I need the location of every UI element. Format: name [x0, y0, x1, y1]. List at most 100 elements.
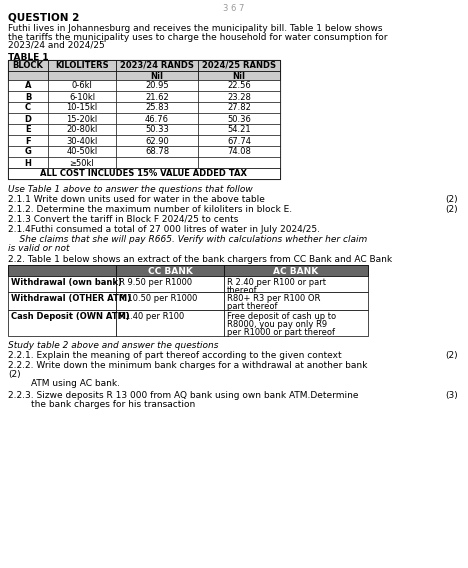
- Text: A: A: [25, 81, 31, 90]
- Bar: [8, 276, 116, 292]
- Bar: [116, 276, 224, 292]
- Text: (3): (3): [445, 391, 458, 400]
- Text: 2023/24 RANDS: 2023/24 RANDS: [120, 61, 194, 70]
- Text: is valid or not: is valid or not: [8, 244, 70, 253]
- Bar: [116, 80, 198, 91]
- Text: part thereof: part thereof: [227, 302, 278, 311]
- Text: 50.33: 50.33: [145, 126, 169, 135]
- Bar: [48, 91, 116, 102]
- Bar: [116, 292, 224, 310]
- Text: 20.95: 20.95: [145, 81, 169, 90]
- Bar: [116, 265, 224, 276]
- Text: R 2.40 per R100 or part: R 2.40 per R100 or part: [227, 278, 326, 287]
- Bar: [116, 91, 198, 102]
- Bar: [48, 124, 116, 135]
- Bar: [48, 113, 116, 124]
- Bar: [198, 60, 280, 71]
- Text: 22.56: 22.56: [227, 81, 251, 90]
- Bar: [8, 146, 48, 157]
- Bar: [198, 135, 280, 146]
- Text: R 10.50 per R1000: R 10.50 per R1000: [119, 294, 197, 303]
- Text: (2): (2): [446, 351, 458, 360]
- Bar: [116, 102, 198, 113]
- Bar: [198, 80, 280, 91]
- Bar: [198, 71, 280, 80]
- Text: Cash Deposit (OWN ATM): Cash Deposit (OWN ATM): [11, 312, 130, 321]
- Bar: [48, 102, 116, 113]
- Text: the bank charges for his transaction: the bank charges for his transaction: [8, 400, 195, 409]
- Text: 2.2. Table 1 below shows an extract of the bank chargers from CC Bank and AC Ban: 2.2. Table 1 below shows an extract of t…: [8, 255, 392, 264]
- Bar: [116, 71, 198, 80]
- Bar: [8, 80, 48, 91]
- Bar: [116, 146, 198, 157]
- Bar: [116, 60, 198, 71]
- Text: 2.2.2. Write down the minimum bank charges for a withdrawal at another bank: 2.2.2. Write down the minimum bank charg…: [8, 361, 367, 370]
- Text: R8000, you pay only R9: R8000, you pay only R9: [227, 320, 327, 329]
- Bar: [8, 157, 48, 168]
- Text: 2.1.3 Convert the tariff in Block F 2024/25 to cents: 2.1.3 Convert the tariff in Block F 2024…: [8, 215, 238, 224]
- Text: (2): (2): [446, 205, 458, 214]
- Text: 20-80kl: 20-80kl: [66, 126, 98, 135]
- Bar: [48, 60, 116, 71]
- Text: 23.28: 23.28: [227, 93, 251, 102]
- Text: CC BANK: CC BANK: [147, 266, 192, 275]
- Bar: [116, 124, 198, 135]
- Text: 40-50kl: 40-50kl: [66, 148, 98, 157]
- Bar: [8, 168, 280, 179]
- Bar: [116, 135, 198, 146]
- Bar: [198, 124, 280, 135]
- Text: G: G: [24, 148, 31, 157]
- Text: 2024/25 RANDS: 2024/25 RANDS: [202, 61, 276, 70]
- Bar: [8, 135, 48, 146]
- Text: 21.62: 21.62: [145, 93, 169, 102]
- Text: 6-10kl: 6-10kl: [69, 93, 95, 102]
- Bar: [116, 113, 198, 124]
- Text: R80+ R3 per R100 OR: R80+ R3 per R100 OR: [227, 294, 321, 303]
- Text: 2.1.4Futhi consumed a total of 27 000 litres of water in July 2024/25.: 2.1.4Futhi consumed a total of 27 000 li…: [8, 225, 320, 234]
- Text: thereof: thereof: [227, 286, 257, 295]
- Text: Nil: Nil: [233, 72, 246, 81]
- Bar: [8, 113, 48, 124]
- Text: D: D: [24, 115, 31, 123]
- Text: 67.74: 67.74: [227, 136, 251, 145]
- Text: 46.76: 46.76: [145, 115, 169, 123]
- Bar: [116, 310, 224, 336]
- Bar: [8, 265, 368, 276]
- Text: 50.36: 50.36: [227, 115, 251, 123]
- Text: ALL COST INCLUDES 15% VALUE ADDED TAX: ALL COST INCLUDES 15% VALUE ADDED TAX: [41, 169, 248, 178]
- Bar: [48, 157, 116, 168]
- Text: 27.82: 27.82: [227, 103, 251, 112]
- Bar: [224, 276, 368, 292]
- Text: R1.40 per R100: R1.40 per R100: [119, 312, 184, 321]
- Bar: [8, 310, 116, 336]
- Text: the tariffs the municipality uses to charge the household for water consumption : the tariffs the municipality uses to cha…: [8, 32, 388, 41]
- Text: QUESTION 2: QUESTION 2: [8, 13, 80, 23]
- Text: 54.21: 54.21: [227, 126, 251, 135]
- Text: 15-20kl: 15-20kl: [66, 115, 98, 123]
- Bar: [198, 91, 280, 102]
- Bar: [224, 310, 368, 336]
- Bar: [48, 146, 116, 157]
- Bar: [224, 292, 368, 310]
- Text: F: F: [25, 136, 31, 145]
- Text: Withdrawal (OTHER ATM): Withdrawal (OTHER ATM): [11, 294, 131, 303]
- Text: 25.83: 25.83: [145, 103, 169, 112]
- Bar: [8, 124, 48, 135]
- Bar: [48, 80, 116, 91]
- Bar: [8, 60, 48, 71]
- Text: AC BANK: AC BANK: [273, 266, 319, 275]
- Text: KILOLITERS: KILOLITERS: [55, 61, 109, 70]
- Text: B: B: [25, 93, 31, 102]
- Bar: [8, 265, 116, 276]
- Bar: [48, 135, 116, 146]
- Bar: [8, 292, 116, 310]
- Bar: [198, 157, 280, 168]
- Text: per R1000 or part thereof: per R1000 or part thereof: [227, 328, 335, 337]
- Bar: [8, 91, 48, 102]
- Text: 0-6kl: 0-6kl: [72, 81, 93, 90]
- Text: Study table 2 above and answer the questions: Study table 2 above and answer the quest…: [8, 341, 219, 350]
- Text: E: E: [25, 126, 31, 135]
- Text: She claims that she will pay R665. Verify with calculations whether her claim: She claims that she will pay R665. Verif…: [8, 235, 367, 244]
- Text: Free deposit of cash up to: Free deposit of cash up to: [227, 312, 336, 321]
- Text: 74.08: 74.08: [227, 148, 251, 157]
